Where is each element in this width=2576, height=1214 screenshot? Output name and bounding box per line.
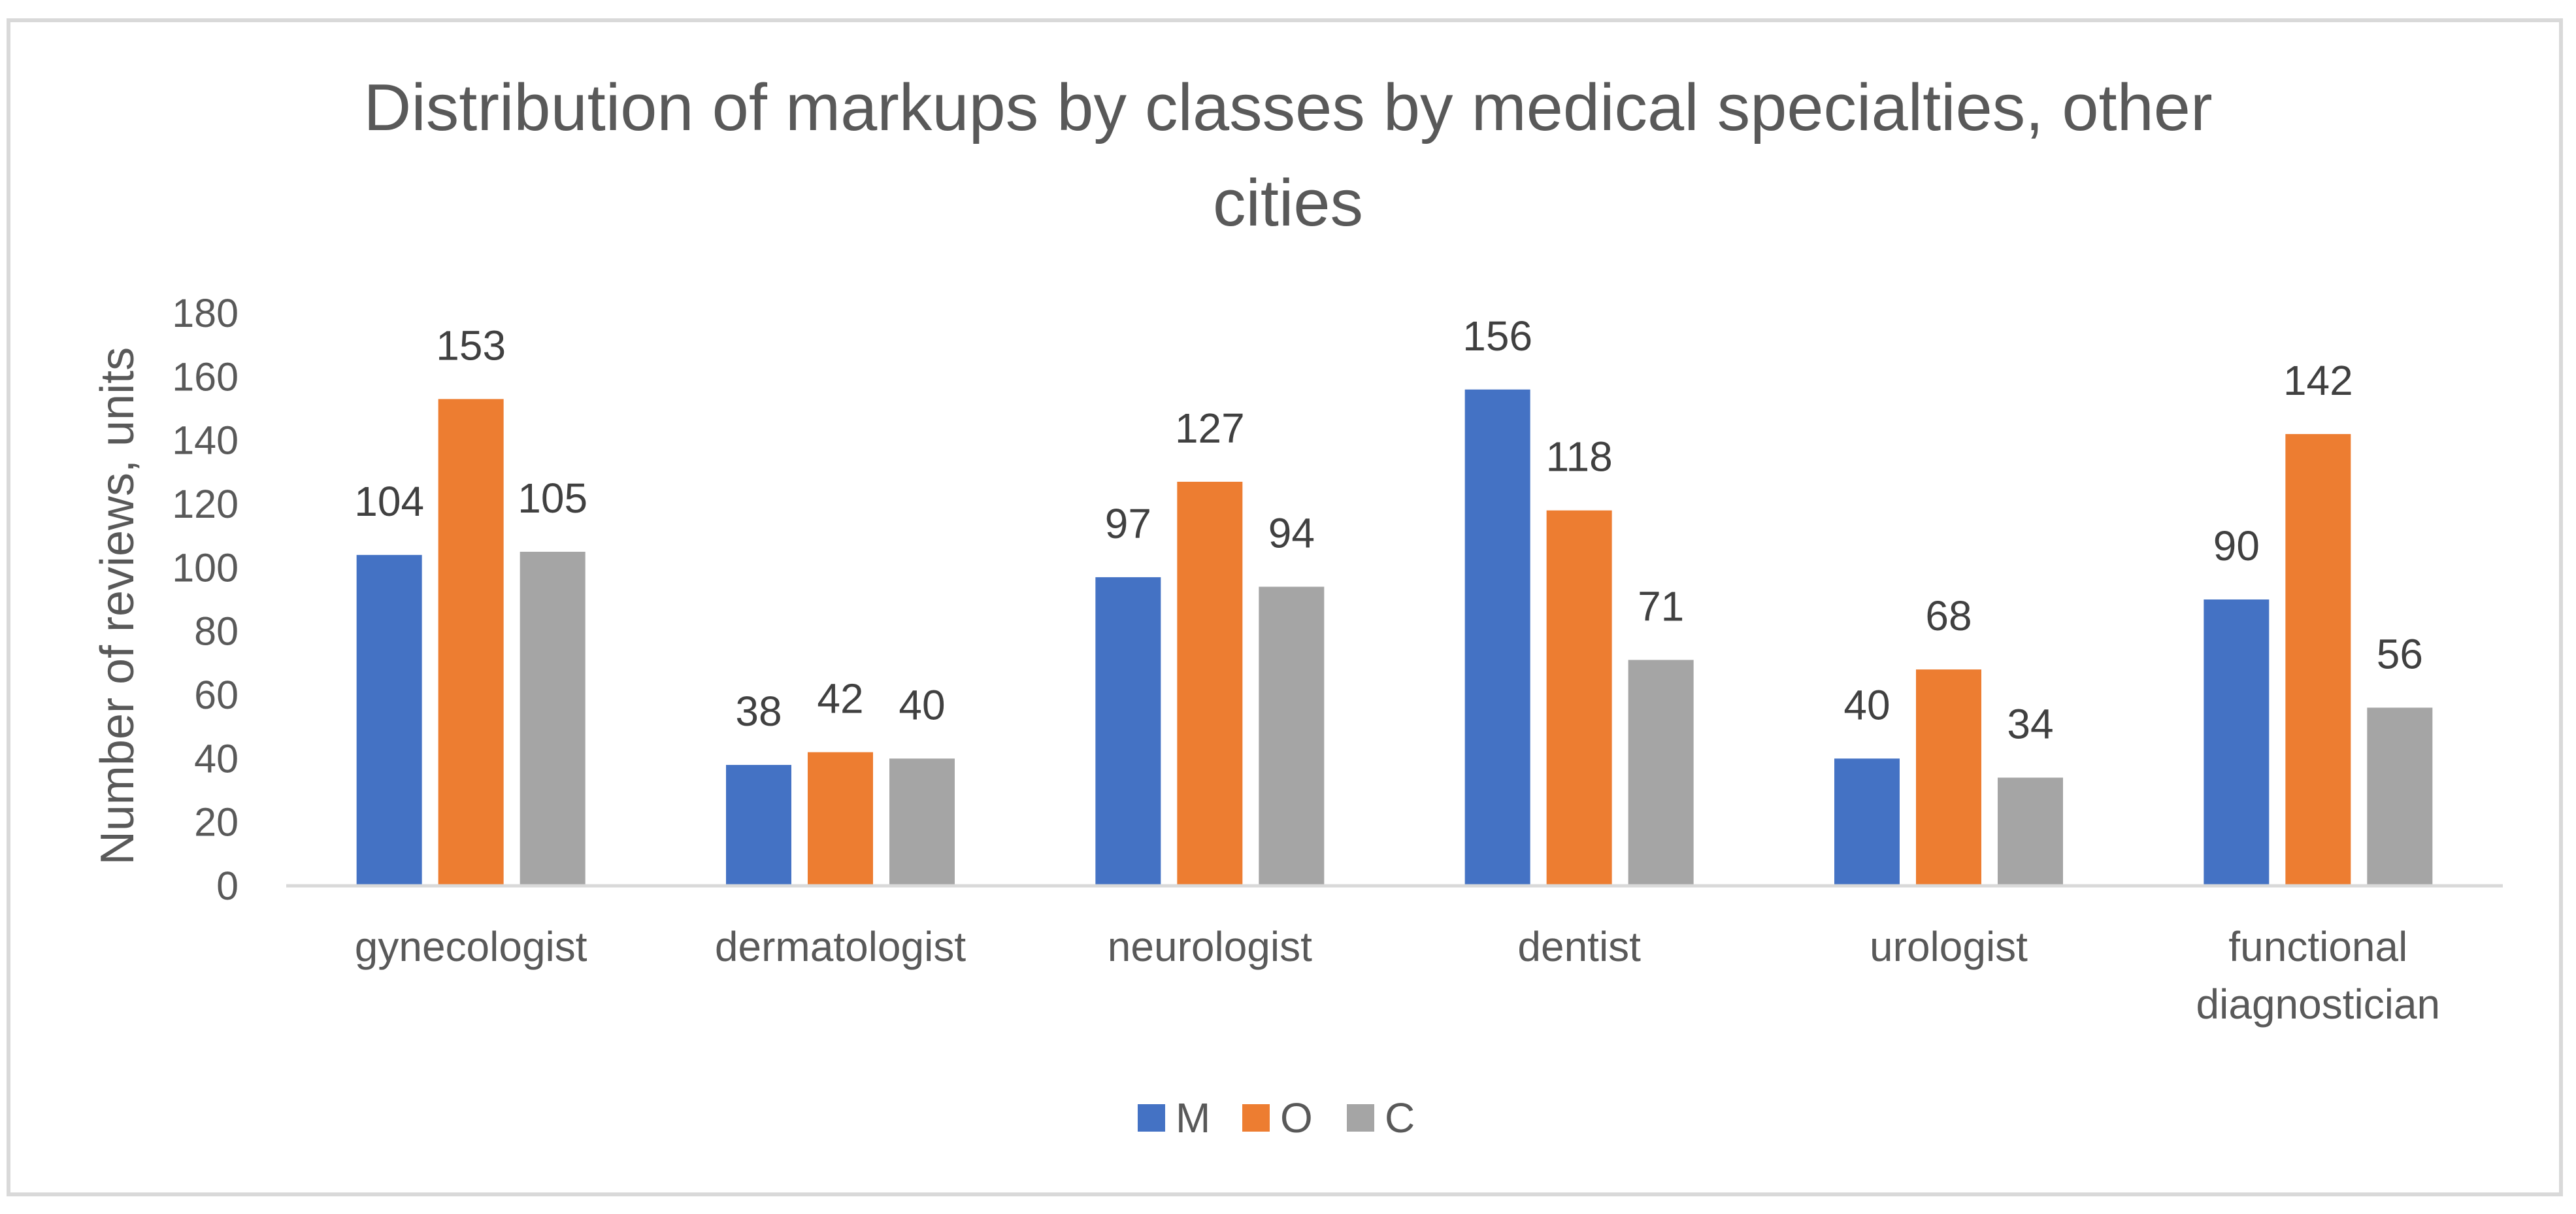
- x-category-label: functional: [2228, 923, 2407, 970]
- x-axis: gynecologist dermatologist neurologist dent…: [286, 884, 2503, 1028]
- bar: [356, 554, 422, 886]
- y-tick-label: 100: [172, 545, 239, 590]
- x-category-label: gynecologist: [355, 923, 587, 970]
- data-label: 127: [1175, 405, 1245, 452]
- data-label: 56: [2377, 630, 2423, 677]
- y-tick-label: 60: [194, 673, 239, 717]
- y-axis-label-group: Number of reviews, units: [91, 347, 144, 865]
- y-tick-label: 180: [172, 291, 239, 335]
- y-tick-label: 20: [194, 800, 239, 845]
- bar: [2285, 433, 2351, 886]
- legend-label: M: [1176, 1094, 1210, 1141]
- data-label: 153: [436, 322, 506, 369]
- data-label: 40: [1843, 681, 1890, 728]
- bar: [438, 399, 504, 886]
- bar: [1628, 660, 1694, 886]
- chart-title-line: Distribution of markups by classes by me…: [363, 71, 2212, 144]
- y-tick-label: 0: [216, 864, 239, 908]
- data-labels: 104 153 105 38 42 40 97 127 94 156 118 71 40 68 34 90 14…: [354, 312, 2423, 748]
- bar: [1095, 577, 1161, 886]
- y-tick-label: 120: [172, 482, 239, 526]
- legend-swatch: [1242, 1104, 1270, 1132]
- bar: [1916, 669, 1981, 886]
- data-label: 118: [1546, 433, 1613, 481]
- chart-title: Distribution of markups by classes by me…: [363, 71, 2212, 240]
- bar: [520, 552, 586, 886]
- y-tick-label: 80: [194, 609, 239, 654]
- data-label: 97: [1105, 500, 1151, 547]
- data-label: 71: [1638, 582, 1684, 630]
- y-tick-label: 160: [172, 354, 239, 399]
- bar: [2204, 599, 2270, 886]
- chart-title-line: cities: [1213, 167, 1363, 240]
- data-label: 34: [2007, 701, 2053, 748]
- x-category-label: dentist: [1517, 923, 1641, 970]
- legend-label: C: [1385, 1094, 1415, 1141]
- bar: [808, 752, 873, 886]
- data-label: 105: [518, 475, 587, 522]
- y-tick-label: 40: [194, 736, 239, 781]
- y-tick-label: 140: [172, 418, 239, 463]
- x-category-label: diagnostician: [2196, 981, 2441, 1028]
- bar: [1259, 586, 1325, 886]
- x-category-label: urologist: [1870, 923, 2028, 970]
- legend-label: O: [1280, 1094, 1313, 1141]
- y-axis-ticks: 0 20 40 60 80 100 120 140 160 180: [172, 291, 239, 908]
- data-label: 90: [2213, 522, 2260, 569]
- bar: [1177, 481, 1243, 886]
- legend-swatch: [1347, 1104, 1374, 1132]
- data-label: 104: [354, 478, 424, 525]
- bar: [2367, 707, 2433, 886]
- bar: [1546, 510, 1612, 886]
- y-axis-label: Number of reviews, units: [91, 347, 144, 865]
- bar: [1464, 389, 1530, 886]
- data-label: 68: [1925, 592, 1972, 639]
- data-label: 38: [735, 688, 782, 735]
- bar: [726, 765, 791, 886]
- bar: [889, 758, 955, 886]
- x-category-label: dermatologist: [715, 923, 966, 970]
- data-label: 40: [899, 681, 945, 728]
- legend-swatch: [1138, 1104, 1165, 1132]
- data-label: 142: [2283, 357, 2353, 404]
- data-label: 156: [1462, 312, 1532, 360]
- data-label: 94: [1268, 510, 1315, 557]
- data-label: 42: [817, 675, 863, 722]
- x-category-label: neurologist: [1108, 923, 1312, 970]
- bar: [1834, 758, 1900, 886]
- bars: [356, 389, 2433, 886]
- bar: [1998, 777, 2063, 886]
